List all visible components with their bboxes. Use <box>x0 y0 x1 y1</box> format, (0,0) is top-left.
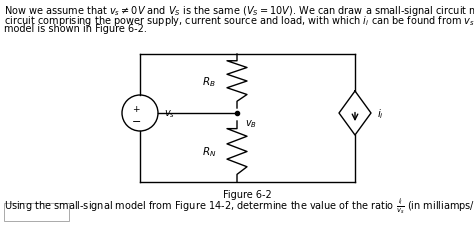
Text: $v_B$: $v_B$ <box>245 117 257 129</box>
Text: Now we assume that $v_s \neq 0V$ and $V_S$ is the same ($V_S = 10V$). We can dra: Now we assume that $v_s \neq 0V$ and $V_… <box>4 4 474 18</box>
Text: Figure 6-2: Figure 6-2 <box>223 189 272 199</box>
Text: $R_N$: $R_N$ <box>202 145 216 159</box>
Text: circuit comprising the power supply, current source and load, with which $i_i$ c: circuit comprising the power supply, cur… <box>4 14 474 28</box>
Text: Using the small-signal model from Figure 14-2, determine the value of the ratio : Using the small-signal model from Figure… <box>4 196 474 215</box>
Text: $+$: $+$ <box>132 104 140 113</box>
Text: $v_s$: $v_s$ <box>164 108 175 119</box>
Text: $i_i$: $i_i$ <box>377 107 384 120</box>
Text: $R_B$: $R_B$ <box>202 75 216 88</box>
Text: $-$: $-$ <box>131 115 141 124</box>
FancyBboxPatch shape <box>4 203 69 221</box>
Text: model is shown in Figure 6-2.: model is shown in Figure 6-2. <box>4 24 147 34</box>
